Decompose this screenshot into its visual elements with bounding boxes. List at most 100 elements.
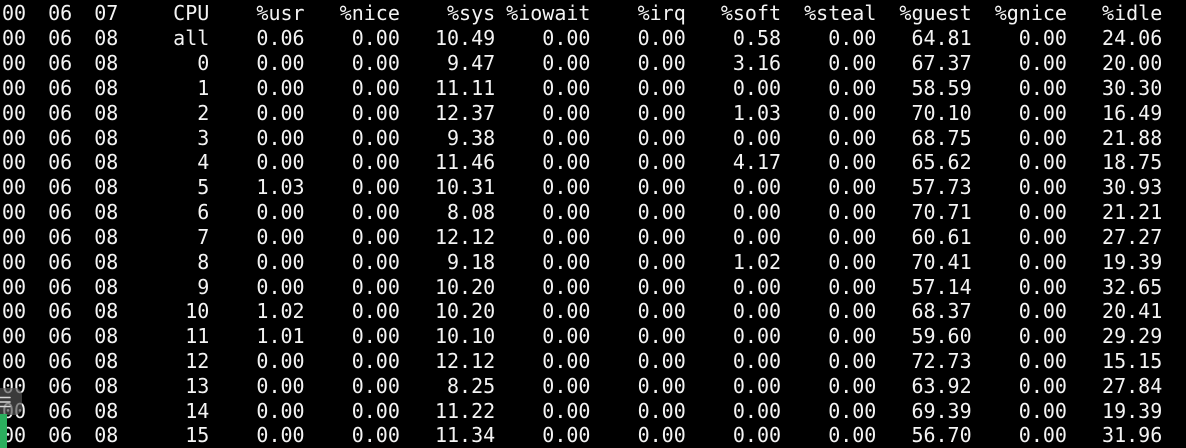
cjk-fen-glyph <box>73 302 93 323</box>
time-digits: 06 <box>48 398 73 423</box>
stat-cell: 1.01 <box>256 324 305 349</box>
stat-cell: 0.00 <box>256 423 305 448</box>
time-digits: 06 <box>48 75 73 100</box>
cpu-id-cell: 13 <box>185 373 210 398</box>
stat-cell: 0.00 <box>732 349 782 373</box>
time-digits: 00 <box>2 1 27 26</box>
column-header: %usr <box>256 1 305 26</box>
cjk-miao-glyph <box>119 178 139 199</box>
cjk-fen-glyph <box>73 128 93 149</box>
stat-cell: 56.70 <box>911 423 972 448</box>
stat-cell: 0.00 <box>828 224 877 249</box>
stat-cell: 0.00 <box>351 224 400 249</box>
stat-cell: 32.65 <box>1102 274 1163 299</box>
stat-cell: 0.00 <box>828 175 877 200</box>
timestamp: 00 06 07 <box>0 1 140 25</box>
stat-cell: 9.47 <box>447 51 496 76</box>
time-digits: 00 <box>2 75 27 100</box>
time-digits: 06 <box>48 51 73 76</box>
cjk-shi-glyph <box>27 203 47 224</box>
stat-cell: 0.00 <box>351 100 400 125</box>
cjk-shi-glyph <box>27 153 47 174</box>
overlay-list-button[interactable] <box>0 388 22 415</box>
cjk-miao-glyph <box>119 128 139 149</box>
stat-cell: 21.21 <box>1102 200 1163 225</box>
stat-cell: 0.00 <box>542 26 591 51</box>
stat-cell: 0.00 <box>542 423 591 448</box>
cpu-id-cell: 11 <box>185 324 210 349</box>
time-digits: 08 <box>94 200 119 225</box>
cjk-miao-glyph <box>119 401 139 422</box>
stat-cell: 27.27 <box>1102 224 1163 249</box>
time-digits: 00 <box>2 100 27 125</box>
stat-cell: 0.00 <box>351 274 400 299</box>
cjk-miao-glyph <box>119 103 139 124</box>
stat-cell: 4.17 <box>732 150 782 175</box>
time-digits: 08 <box>94 249 119 274</box>
stat-cell: 10.49 <box>434 26 496 51</box>
stat-cell: 0.00 <box>637 75 686 100</box>
time-digits: 06 <box>48 249 73 274</box>
stat-cell: 0.00 <box>542 150 591 175</box>
table-row: 000608140.000.0011.220.000.000.000.0069.… <box>0 398 1186 423</box>
time-digits: 08 <box>94 150 119 175</box>
stat-cell: 0.00 <box>542 324 591 349</box>
time-digits: 06 <box>48 26 73 51</box>
cjk-miao-glyph <box>119 426 139 447</box>
stat-cell: 0.00 <box>637 349 686 373</box>
stat-cell: 57.73 <box>911 175 972 200</box>
column-header: %sys <box>447 1 496 26</box>
table-row: 00 06 08 11 1.01 0.00 10.10 0.00 0.00 0.00 0.00 59.… <box>0 324 1186 349</box>
stat-cell: 0.00 <box>637 373 686 398</box>
stat-cell: 0.00 <box>637 150 686 175</box>
table-row: 00 06 08 6 0.00 0.00 8.08 0.00 0.00 0.00 0.00 70.71… <box>0 200 1186 225</box>
stat-cell: 8.25 <box>447 373 496 398</box>
time-digits: 06 <box>48 175 73 200</box>
stat-cell: 0.00 <box>828 299 877 324</box>
stat-cell: 0.00 <box>637 423 686 448</box>
stat-cell: 70.41 <box>911 249 972 274</box>
table-row: 00 06 08 all 0.06 0.00 10.49 0.00 0.00 0.58 0.00 64… <box>0 26 1186 51</box>
cjk-miao-glyph <box>119 302 139 323</box>
table-row: 00 06 08 8 0.00 0.00 9.18 0.00 0.00 1.02 0.00 70.41… <box>0 249 1186 274</box>
cjk-fen-glyph <box>73 78 93 99</box>
stat-cell: 0.00 <box>1018 373 1067 398</box>
stat-cell: 0.00 <box>542 299 591 324</box>
column-header: %steal <box>804 1 877 26</box>
time-digits: 06 <box>48 423 73 448</box>
time-digits: 06 <box>48 100 73 125</box>
cjk-shi-glyph <box>27 4 47 25</box>
stat-cell: 0.00 <box>1018 150 1067 175</box>
stat-cell: 0.00 <box>351 299 400 324</box>
stat-cell: 0.00 <box>637 26 686 51</box>
time-digits: 00 <box>2 125 27 150</box>
cjk-shi-glyph <box>27 29 47 50</box>
cpu-id-cell: 10 <box>185 299 210 324</box>
stat-cell: 69.39 <box>911 398 972 423</box>
stat-cell: 0.00 <box>351 373 400 398</box>
stat-cell: 1.03 <box>256 175 305 200</box>
time-digits: 00 <box>2 274 27 299</box>
stat-cell: 0.00 <box>351 423 400 448</box>
cpu-id-cell: 3 <box>197 125 210 150</box>
cjk-fen-glyph <box>73 376 93 397</box>
cjk-miao-glyph <box>119 153 139 174</box>
cpu-id-cell: 6 <box>197 200 210 225</box>
stat-cell: 0.00 <box>256 349 305 373</box>
stat-cell: 67.37 <box>911 51 972 76</box>
cjk-shi-glyph <box>27 178 47 199</box>
stat-cell: 19.39 <box>1102 398 1163 423</box>
stat-cell: 0.00 <box>351 125 400 150</box>
cjk-miao-glyph <box>119 376 139 397</box>
stat-cell: 0.00 <box>351 75 400 100</box>
stat-cell: 0.00 <box>732 324 782 349</box>
stat-cell: 57.14 <box>911 274 972 299</box>
stat-cell: 0.00 <box>351 175 400 200</box>
stat-cell: 0.00 <box>1018 349 1067 373</box>
